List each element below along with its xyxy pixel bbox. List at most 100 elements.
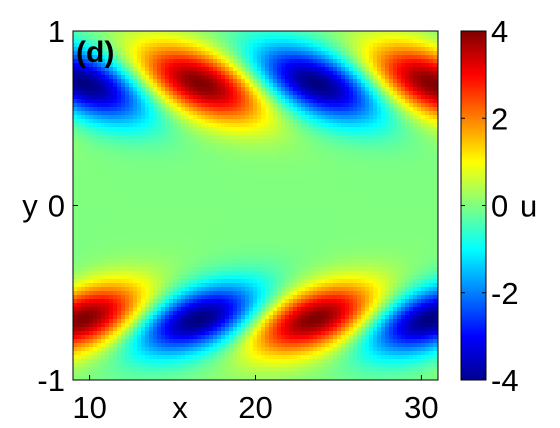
heatmap-cell bbox=[225, 231, 230, 236]
heatmap-cell bbox=[93, 55, 98, 60]
heatmap-cell bbox=[337, 147, 342, 152]
heatmap-cell bbox=[149, 63, 154, 68]
heatmap-cell bbox=[325, 107, 330, 112]
heatmap-cell bbox=[245, 151, 250, 156]
heatmap-cell bbox=[229, 199, 234, 204]
heatmap-cell bbox=[285, 159, 290, 164]
heatmap-cell bbox=[225, 227, 230, 232]
heatmap-cell bbox=[117, 135, 122, 140]
heatmap-cell bbox=[173, 171, 178, 176]
heatmap-cell bbox=[101, 35, 106, 40]
heatmap-cell bbox=[77, 67, 82, 72]
heatmap-cell bbox=[353, 167, 358, 172]
heatmap-cell bbox=[229, 39, 234, 44]
heatmap-cell bbox=[189, 59, 194, 64]
heatmap-cell bbox=[193, 55, 198, 60]
heatmap-cell bbox=[373, 167, 378, 172]
heatmap-cell bbox=[93, 75, 98, 80]
heatmap-cell bbox=[233, 207, 238, 212]
heatmap-cell bbox=[97, 39, 102, 44]
heatmap-cell bbox=[237, 79, 242, 84]
heatmap-cell bbox=[397, 159, 402, 164]
heatmap-cell bbox=[365, 31, 370, 36]
heatmap-cell bbox=[349, 231, 354, 236]
heatmap-cell bbox=[181, 195, 186, 200]
heatmap-cell bbox=[121, 47, 126, 52]
heatmap-cell bbox=[145, 39, 150, 44]
heatmap-cell bbox=[265, 155, 270, 160]
heatmap-cell bbox=[373, 115, 378, 120]
heatmap-cell bbox=[281, 139, 286, 144]
heatmap-cell bbox=[245, 127, 250, 132]
heatmap-cell bbox=[177, 71, 182, 76]
heatmap-cell bbox=[273, 123, 278, 128]
heatmap-cell bbox=[333, 243, 338, 248]
heatmap-cell bbox=[345, 43, 350, 48]
heatmap-cell bbox=[81, 151, 86, 156]
heatmap-cell bbox=[397, 119, 402, 124]
heatmap-cell bbox=[313, 135, 318, 140]
heatmap-cell bbox=[81, 231, 86, 236]
heatmap-cell bbox=[161, 179, 166, 184]
heatmap-cell bbox=[281, 187, 286, 192]
heatmap-cell bbox=[93, 127, 98, 132]
heatmap-cell bbox=[377, 243, 382, 248]
heatmap-cell bbox=[293, 199, 298, 204]
heatmap-cell bbox=[125, 83, 130, 88]
heatmap-cell bbox=[193, 231, 198, 236]
heatmap-cell bbox=[157, 231, 162, 236]
heatmap-cell bbox=[377, 39, 382, 44]
heatmap-cell bbox=[373, 223, 378, 228]
heatmap-cell bbox=[405, 47, 410, 52]
heatmap-cell bbox=[93, 119, 98, 124]
heatmap-cell bbox=[161, 83, 166, 88]
heatmap-cell bbox=[133, 123, 138, 128]
heatmap-cell bbox=[345, 199, 350, 204]
heatmap-cell bbox=[409, 43, 414, 48]
heatmap-cell bbox=[341, 91, 346, 96]
heatmap-cell bbox=[365, 91, 370, 96]
heatmap-cell bbox=[113, 135, 118, 140]
heatmap-cell bbox=[121, 39, 126, 44]
heatmap-cell bbox=[205, 59, 210, 64]
heatmap-cell bbox=[145, 167, 150, 172]
heatmap-cell bbox=[237, 31, 242, 36]
heatmap-cell bbox=[185, 211, 190, 216]
heatmap-cell bbox=[173, 199, 178, 204]
heatmap-cell bbox=[109, 203, 114, 208]
heatmap-cell bbox=[349, 235, 354, 240]
heatmap-cell bbox=[213, 179, 218, 184]
heatmap-cell bbox=[205, 215, 210, 220]
heatmap-cell bbox=[341, 95, 346, 100]
heatmap-cell bbox=[121, 203, 126, 208]
heatmap-cell bbox=[305, 175, 310, 180]
heatmap-cell bbox=[121, 83, 126, 88]
heatmap-cell bbox=[233, 111, 238, 116]
heatmap-cell bbox=[185, 43, 190, 48]
heatmap-cell bbox=[305, 167, 310, 172]
heatmap-cell bbox=[141, 75, 146, 80]
heatmap-cell bbox=[293, 163, 298, 168]
heatmap-cell bbox=[197, 243, 202, 248]
heatmap-cell bbox=[209, 151, 214, 156]
heatmap-cell bbox=[361, 139, 366, 144]
heatmap-cell bbox=[189, 143, 194, 148]
heatmap-cell bbox=[249, 95, 254, 100]
heatmap-cell bbox=[93, 215, 98, 220]
heatmap-cell bbox=[97, 219, 102, 224]
heatmap-cell bbox=[217, 91, 222, 96]
heatmap-cell bbox=[401, 123, 406, 128]
heatmap-cell bbox=[197, 171, 202, 176]
heatmap-cell bbox=[345, 131, 350, 136]
heatmap-cell bbox=[173, 163, 178, 168]
heatmap-cell bbox=[297, 119, 302, 124]
heatmap-cell bbox=[213, 115, 218, 120]
heatmap-cell bbox=[101, 139, 106, 144]
heatmap-cell bbox=[133, 183, 138, 188]
heatmap-cell bbox=[405, 231, 410, 236]
heatmap-cell bbox=[109, 199, 114, 204]
heatmap-cell bbox=[301, 67, 306, 72]
heatmap-cell bbox=[197, 103, 202, 108]
heatmap-cell bbox=[89, 47, 94, 52]
heatmap-cell bbox=[393, 167, 398, 172]
